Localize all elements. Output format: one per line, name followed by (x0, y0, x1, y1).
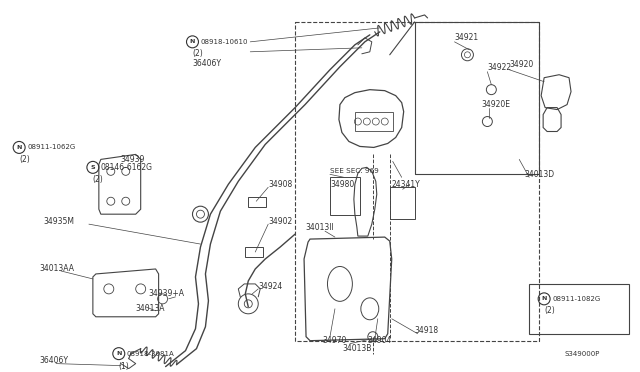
Text: 34902: 34902 (268, 217, 292, 226)
Text: 34904: 34904 (368, 336, 392, 345)
Text: S349000P: S349000P (564, 351, 600, 357)
Text: 34922: 34922 (487, 63, 511, 72)
Bar (245, 247, 263, 257)
Text: 36406Y: 36406Y (39, 356, 68, 365)
Text: 34921: 34921 (454, 33, 479, 42)
Text: 34980: 34980 (330, 180, 354, 189)
Bar (295, 22, 539, 341)
Text: 34970: 34970 (322, 336, 346, 345)
Text: 34013D: 34013D (524, 170, 554, 179)
Text: (2): (2) (93, 175, 104, 184)
Text: N: N (541, 296, 547, 301)
Text: (1): (1) (119, 362, 129, 371)
Bar (330, 177, 360, 215)
Text: N: N (17, 145, 22, 150)
Text: 08911-1062G: 08911-1062G (27, 144, 76, 150)
Text: 08146-6162G: 08146-6162G (101, 163, 153, 172)
Text: S: S (90, 165, 95, 170)
Text: 08918-3081A: 08918-3081A (127, 351, 175, 357)
Text: 34935M: 34935M (43, 217, 74, 226)
Text: 08911-1082G: 08911-1082G (552, 296, 600, 302)
Text: 34013A: 34013A (136, 304, 165, 313)
Text: (2): (2) (19, 155, 30, 164)
Text: 08918-10610: 08918-10610 (200, 39, 248, 45)
Bar (529, 284, 629, 334)
Bar (248, 197, 266, 207)
Text: N: N (190, 39, 195, 44)
Text: (2): (2) (544, 306, 555, 315)
Bar (355, 112, 393, 131)
Text: 34013AA: 34013AA (39, 264, 74, 273)
Text: 34013II: 34013II (305, 222, 334, 232)
Text: 34920E: 34920E (481, 100, 510, 109)
Text: 34939: 34939 (121, 155, 145, 164)
Text: 34013B: 34013B (342, 344, 371, 353)
Text: 36406Y: 36406Y (193, 59, 221, 68)
Text: SEE SEC. 969: SEE SEC. 969 (330, 169, 379, 174)
Text: 34939+A: 34939+A (148, 289, 185, 298)
Text: 34908: 34908 (268, 180, 292, 189)
Text: 34920: 34920 (509, 60, 534, 69)
Text: 24341Y: 24341Y (392, 180, 420, 189)
Bar (390, 187, 415, 219)
Text: 34924: 34924 (258, 282, 282, 291)
Text: (2): (2) (193, 49, 204, 58)
Text: N: N (116, 351, 122, 356)
Text: 34918: 34918 (415, 326, 439, 335)
